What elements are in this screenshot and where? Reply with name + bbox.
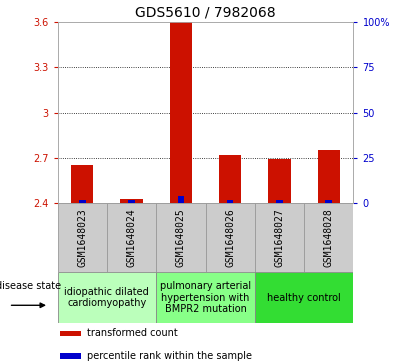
- Bar: [156, 272, 255, 323]
- Text: idiopathic dilated
cardiomyopathy: idiopathic dilated cardiomyopathy: [65, 287, 149, 309]
- Text: GSM1648023: GSM1648023: [77, 208, 87, 267]
- Bar: [156, 203, 206, 272]
- Bar: [255, 203, 304, 272]
- Bar: [120, 199, 143, 203]
- Bar: [128, 200, 135, 203]
- Bar: [58, 272, 156, 323]
- Bar: [107, 203, 156, 272]
- Bar: [170, 22, 192, 203]
- Text: GSM1648026: GSM1648026: [225, 208, 235, 267]
- Text: pulmonary arterial
hypertension with
BMPR2 mutation: pulmonary arterial hypertension with BMP…: [160, 281, 251, 314]
- Bar: [255, 272, 353, 323]
- Text: healthy control: healthy control: [267, 293, 341, 303]
- Bar: [304, 203, 353, 272]
- Text: disease state: disease state: [0, 281, 61, 291]
- Bar: [268, 159, 291, 203]
- Bar: [276, 200, 283, 203]
- Text: GSM1648025: GSM1648025: [176, 208, 186, 267]
- Text: GSM1648024: GSM1648024: [127, 208, 136, 267]
- Bar: [71, 166, 93, 203]
- Title: GDS5610 / 7982068: GDS5610 / 7982068: [135, 5, 276, 19]
- Bar: [60, 331, 81, 336]
- Bar: [227, 200, 233, 203]
- Text: transformed count: transformed count: [87, 329, 178, 338]
- Bar: [318, 150, 340, 203]
- Text: GSM1648028: GSM1648028: [324, 208, 334, 267]
- Bar: [58, 203, 107, 272]
- Bar: [326, 200, 332, 203]
- Bar: [219, 155, 241, 203]
- Bar: [79, 200, 85, 203]
- Bar: [178, 196, 184, 203]
- Bar: [206, 203, 255, 272]
- Text: percentile rank within the sample: percentile rank within the sample: [87, 351, 252, 361]
- Bar: [60, 353, 81, 359]
- Text: GSM1648027: GSM1648027: [275, 208, 284, 267]
